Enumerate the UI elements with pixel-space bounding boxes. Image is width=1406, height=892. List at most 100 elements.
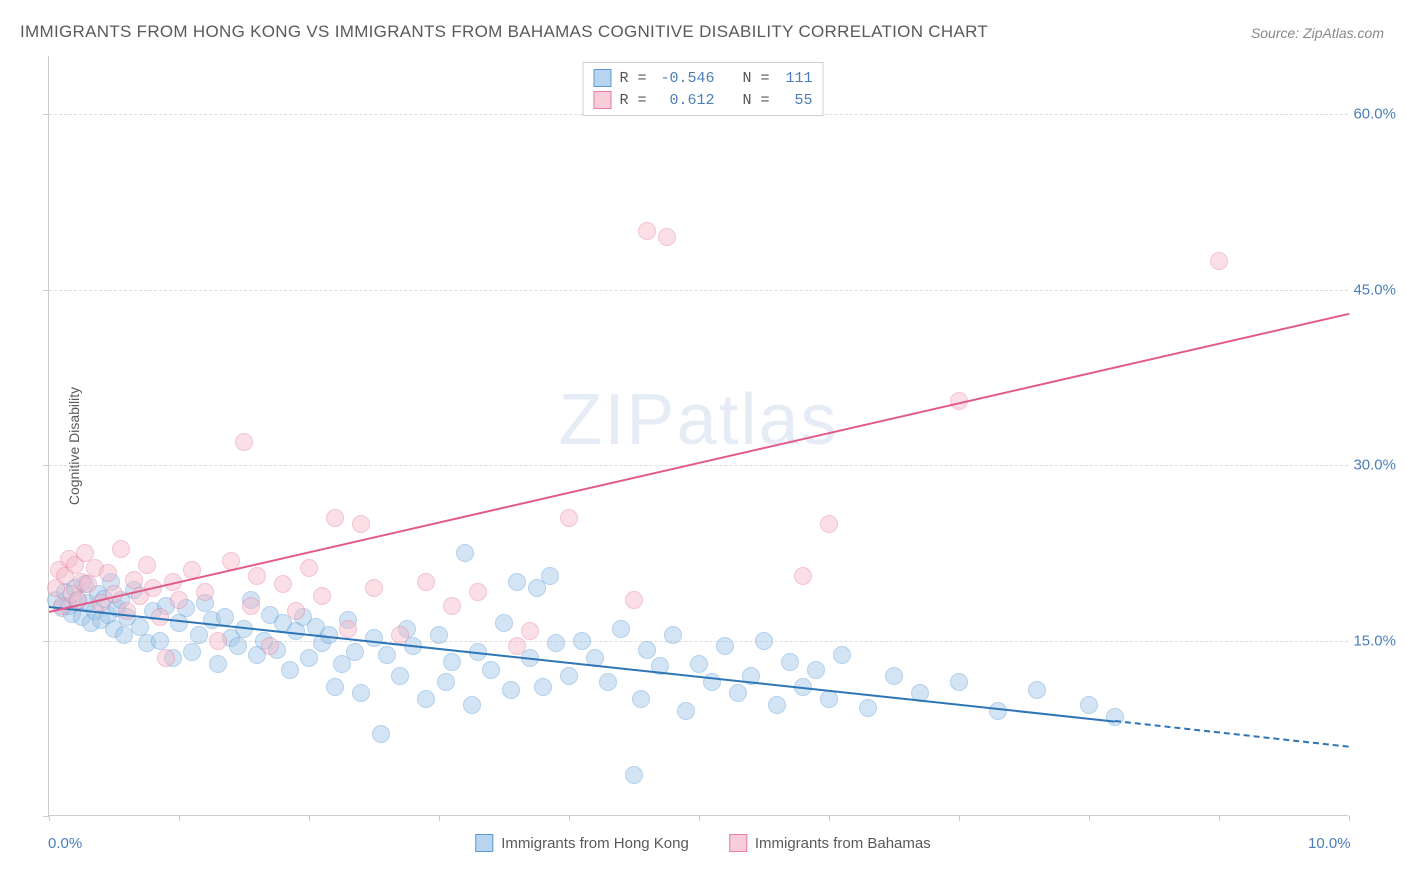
x-tick-label: 0.0%: [48, 835, 82, 852]
legend-r-label: R =: [619, 92, 646, 109]
scatter-point: [281, 661, 299, 679]
scatter-point: [456, 544, 474, 562]
x-tick: [49, 815, 50, 821]
scatter-point: [716, 637, 734, 655]
x-tick: [1219, 815, 1220, 821]
y-tick: [43, 465, 49, 466]
scatter-point: [209, 655, 227, 673]
scatter-point: [1028, 681, 1046, 699]
scatter-point: [534, 678, 552, 696]
scatter-point: [859, 699, 877, 717]
x-tick: [179, 815, 180, 821]
scatter-point: [79, 575, 97, 593]
legend-correlation: R =-0.546N =111R =0.612N =55: [582, 62, 823, 116]
scatter-point: [352, 515, 370, 533]
scatter-point: [209, 632, 227, 650]
legend-swatch: [593, 91, 611, 109]
scatter-point: [885, 667, 903, 685]
scatter-point: [573, 632, 591, 650]
legend-series: Immigrants from Hong Kong Immigrants from…: [475, 834, 930, 852]
scatter-point: [781, 653, 799, 671]
x-tick: [699, 815, 700, 821]
trend-line: [49, 313, 1349, 613]
legend-swatch: [593, 69, 611, 87]
scatter-point: [118, 602, 136, 620]
scatter-point: [755, 632, 773, 650]
scatter-point: [365, 579, 383, 597]
scatter-point: [469, 583, 487, 601]
scatter-point: [820, 690, 838, 708]
chart-area: ZIPatlas: [48, 56, 1348, 816]
scatter-point: [794, 567, 812, 585]
scatter-point: [242, 597, 260, 615]
scatter-point: [190, 626, 208, 644]
scatter-point: [229, 637, 247, 655]
x-tick-label: 10.0%: [1308, 835, 1351, 852]
scatter-point: [437, 673, 455, 691]
scatter-point: [521, 622, 539, 640]
scatter-point: [443, 653, 461, 671]
scatter-point: [417, 690, 435, 708]
scatter-point: [508, 637, 526, 655]
x-tick: [439, 815, 440, 821]
scatter-point: [560, 667, 578, 685]
scatter-point: [157, 649, 175, 667]
y-tick-label: 15.0%: [1353, 632, 1396, 649]
scatter-point: [313, 587, 331, 605]
legend-series-label: Immigrants from Hong Kong: [501, 835, 689, 852]
legend-n-value: 55: [778, 92, 813, 109]
scatter-point: [430, 626, 448, 644]
y-tick: [43, 290, 49, 291]
scatter-point: [495, 614, 513, 632]
x-tick: [1089, 815, 1090, 821]
scatter-point: [820, 515, 838, 533]
scatter-point: [443, 597, 461, 615]
source-label: Source: ZipAtlas.com: [1251, 25, 1384, 41]
scatter-point: [378, 646, 396, 664]
x-tick: [829, 815, 830, 821]
scatter-point: [547, 634, 565, 652]
x-tick: [1349, 815, 1350, 821]
legend-n-label: N =: [743, 92, 770, 109]
scatter-point: [703, 673, 721, 691]
scatter-point: [352, 684, 370, 702]
gridline: [49, 290, 1348, 291]
scatter-point: [833, 646, 851, 664]
y-tick: [43, 641, 49, 642]
scatter-point: [391, 667, 409, 685]
scatter-point: [638, 222, 656, 240]
scatter-point: [99, 564, 117, 582]
scatter-point: [508, 573, 526, 591]
y-tick: [43, 114, 49, 115]
legend-series-item: Immigrants from Bahamas: [729, 834, 931, 852]
scatter-point: [541, 567, 559, 585]
scatter-point: [638, 641, 656, 659]
scatter-point: [170, 591, 188, 609]
legend-r-value: -0.546: [655, 70, 715, 87]
scatter-point: [807, 661, 825, 679]
scatter-point: [599, 673, 617, 691]
watermark-zip: ZIP: [558, 380, 676, 460]
scatter-point: [560, 509, 578, 527]
scatter-point: [196, 583, 214, 601]
x-tick: [959, 815, 960, 821]
scatter-point: [372, 725, 390, 743]
scatter-point: [326, 678, 344, 696]
scatter-point: [625, 591, 643, 609]
scatter-point: [300, 649, 318, 667]
scatter-point: [183, 643, 201, 661]
scatter-point: [677, 702, 695, 720]
watermark: ZIPatlas: [558, 379, 838, 461]
scatter-point: [463, 696, 481, 714]
scatter-point: [274, 575, 292, 593]
x-tick: [569, 815, 570, 821]
scatter-point: [729, 684, 747, 702]
scatter-point: [287, 602, 305, 620]
legend-n-value: 111: [778, 70, 813, 87]
scatter-point: [346, 643, 364, 661]
scatter-point: [950, 673, 968, 691]
y-tick-label: 30.0%: [1353, 457, 1396, 474]
legend-swatch: [729, 834, 747, 852]
scatter-point: [131, 618, 149, 636]
trend-line-dash: [1115, 720, 1349, 748]
